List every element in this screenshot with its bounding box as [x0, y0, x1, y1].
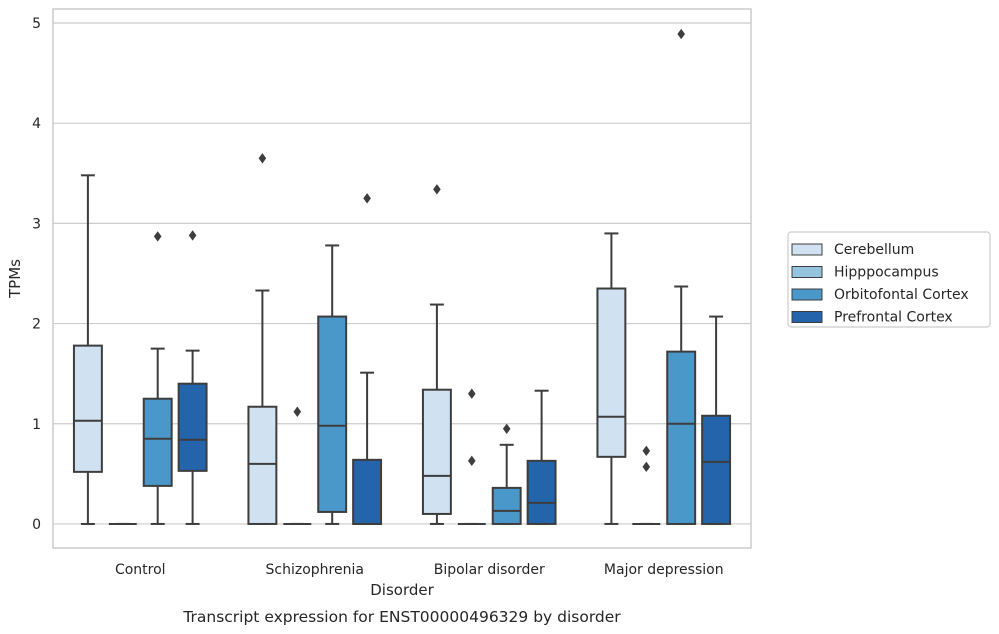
box-iqr — [142, 397, 173, 487]
box-iqr — [491, 486, 522, 525]
box-orbitofontal-cortex — [666, 28, 697, 525]
x-tick-labels: Control Schizophrenia Bipolar disorder Majo… — [115, 562, 724, 578]
plot-frame — [52, 8, 752, 549]
box-iqr — [352, 458, 383, 525]
box-cerebellum — [72, 174, 103, 525]
box-cerebellum — [421, 184, 452, 525]
box-iqr — [526, 459, 557, 525]
box-prefrontal-cortex — [526, 389, 557, 525]
box-hipppocampus — [632, 445, 661, 525]
outlier-point — [363, 193, 371, 204]
legend-label: Prefrontal Cortex — [834, 310, 953, 326]
y-tick-label: 5 — [32, 16, 41, 32]
y-tick-label: 1 — [32, 417, 41, 433]
box-prefrontal-cortex — [701, 315, 732, 525]
legend-item: Cerebellum — [791, 242, 914, 258]
legend-frame — [787, 231, 991, 328]
y-tick-label: 4 — [32, 116, 41, 132]
box-orbitofontal-cortex — [491, 423, 522, 525]
legend-item: Orbitofontal Cortex — [791, 287, 969, 303]
y-tick-label: 0 — [32, 517, 41, 533]
outlier-point — [188, 230, 197, 241]
legend-swatch — [791, 243, 823, 256]
box-iqr — [177, 382, 208, 472]
box-prefrontal-cortex — [352, 193, 383, 525]
outlier-point — [258, 153, 267, 164]
x-tick-label: Control — [115, 562, 166, 578]
box-orbitofontal-cortex — [317, 244, 348, 525]
outlier-point — [677, 28, 685, 40]
box-iqr — [247, 405, 278, 525]
box-iqr — [317, 315, 348, 513]
outlier-point — [642, 445, 651, 457]
y-tick-label: 2 — [32, 317, 41, 333]
outlier-point — [293, 406, 302, 417]
legend-item: Hipppocampus — [791, 265, 939, 281]
legend-swatch — [791, 288, 823, 301]
box-iqr — [421, 388, 452, 515]
legend-label: Cerebellum — [834, 242, 914, 258]
outlier-point — [433, 184, 441, 195]
legend-item: Prefrontal Cortex — [791, 310, 953, 326]
legend-swatch — [791, 311, 823, 323]
y-tick-labels: 0 1 2 3 4 5 — [32, 16, 41, 533]
plot-boxes — [72, 28, 732, 525]
box-cerebellum — [596, 232, 627, 525]
y-axis-label: TPMs — [6, 259, 24, 299]
legend-label: Hipppocampus — [834, 265, 939, 281]
box-iqr — [72, 344, 103, 473]
x-axis-label: Disorder — [370, 581, 434, 599]
x-tick-label: Bipolar disorder — [434, 562, 545, 578]
legend-label: Orbitofontal Cortex — [834, 287, 969, 303]
box-iqr — [701, 414, 732, 525]
outlier-point — [468, 455, 476, 467]
box-cerebellum — [247, 153, 278, 525]
outlier-point — [468, 388, 476, 399]
box-hipppocampus — [283, 406, 312, 525]
box-prefrontal-cortex — [177, 230, 208, 525]
chart-caption: Transcript expression for ENST0000049632… — [182, 608, 621, 626]
y-tick-label: 3 — [32, 216, 41, 232]
box-orbitofontal-cortex — [142, 231, 173, 525]
outlier-point — [502, 423, 511, 434]
box-hipppocampus — [457, 388, 486, 525]
box-iqr — [596, 287, 627, 458]
x-tick-label: Major depression — [604, 562, 724, 578]
outlier-point — [642, 461, 651, 473]
outlier-point — [153, 231, 162, 242]
legend: Cerebellum Hipppocampus Orbitofontal Corte… — [787, 231, 991, 328]
x-tick-label: Schizophrenia — [266, 562, 364, 578]
box-iqr — [666, 350, 697, 525]
legend-swatch — [791, 266, 823, 278]
